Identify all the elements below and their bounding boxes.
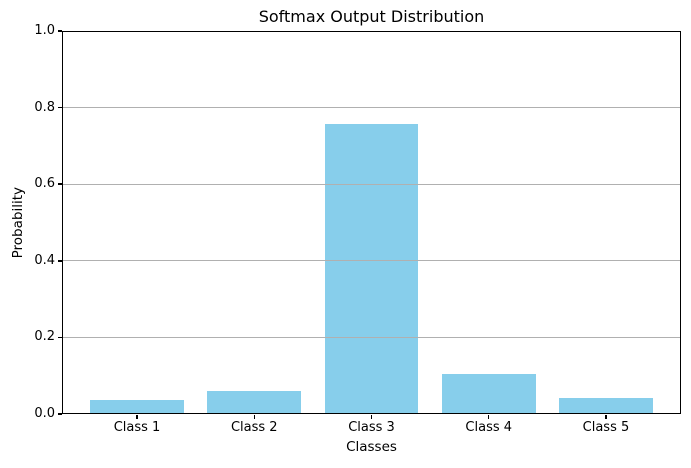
bar [324,123,419,414]
x-tick-label: Class 4 [465,420,513,435]
y-tick-mark [57,260,62,262]
y-tick-label: 0.0 [34,406,55,421]
bar [207,391,302,414]
bar [559,397,653,414]
x-tick-label: Class 2 [230,420,278,435]
x-axis-label: Classes [346,439,397,455]
y-tick-mark [57,413,62,415]
y-tick-mark [57,336,62,339]
y-tick-label: 0.4 [34,252,55,268]
y-tick-label: 0.6 [34,176,55,192]
gridline [62,336,681,338]
y-tick-mark [57,106,62,109]
y-tick-label: 0.2 [34,329,55,345]
x-tick-label: Class 3 [348,420,395,435]
y-tick-mark [57,183,62,185]
x-tick-mark [370,414,373,419]
x-tick-mark [605,414,607,419]
chart-title: Softmax Output Distribution [258,7,485,26]
gridline [62,107,681,109]
y-tick-label: 0.8 [34,99,55,115]
x-tick-label: Class 1 [113,420,161,435]
x-tick-mark [253,414,255,419]
x-tick-mark [136,414,138,419]
y-tick-mark [57,30,62,32]
bar [90,399,184,414]
gridline [62,183,681,185]
y-axis-label-wrap: Probability [10,31,26,414]
x-tick-label: Class 5 [582,420,630,435]
bar [441,374,536,414]
y-tick-label: 1.0 [34,23,55,38]
gridline [62,260,681,262]
y-axis-label: Probability [10,186,26,259]
x-tick-mark [487,414,490,419]
